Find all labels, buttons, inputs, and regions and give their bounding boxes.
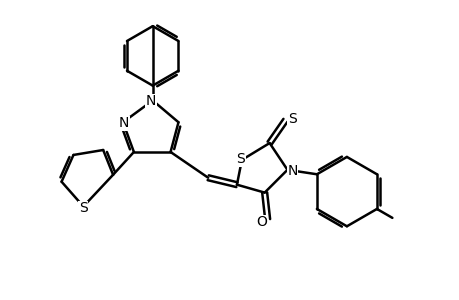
Text: N: N [286,164,297,178]
Text: S: S [236,152,245,166]
Text: N: N [145,94,156,109]
Text: N: N [118,116,129,130]
Text: O: O [256,215,267,229]
Text: S: S [79,202,88,215]
Text: S: S [287,112,296,126]
